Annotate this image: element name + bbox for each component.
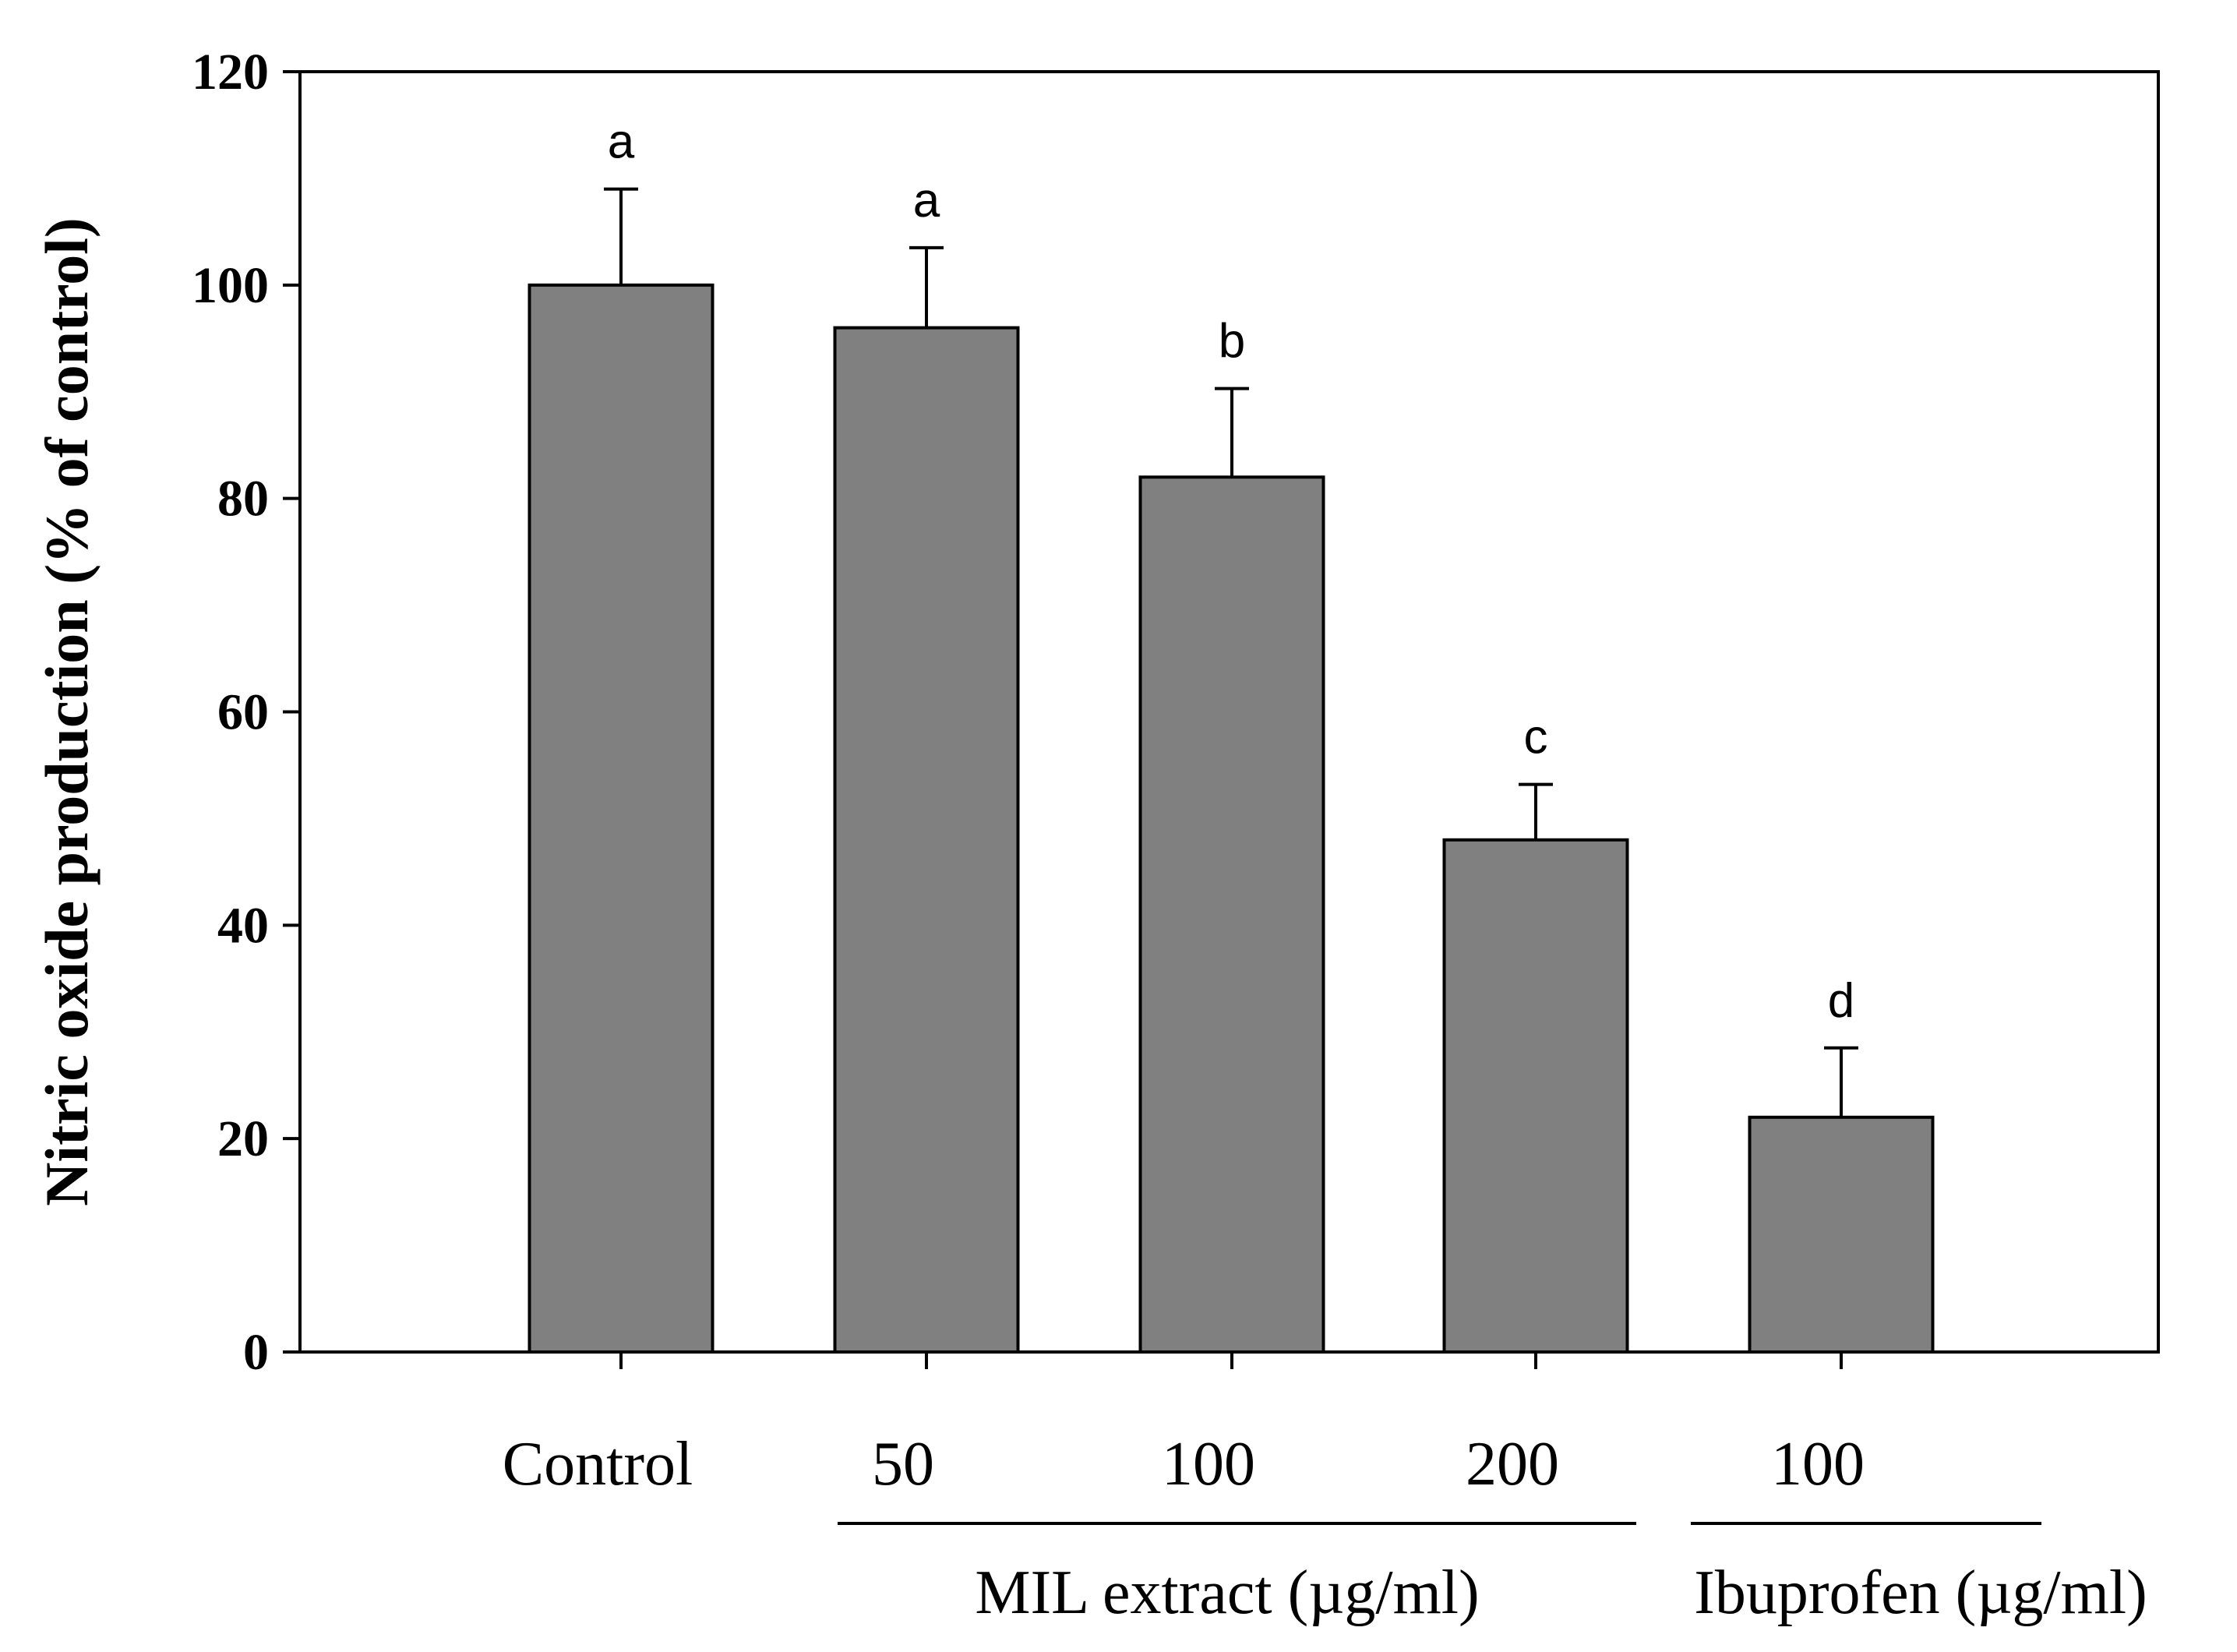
group-label: MIL extract (µg/ml) [975,1558,1479,1627]
bar [833,326,1020,1354]
x-axis: Control 50 100 200 100 [503,1352,1865,1498]
significance-label: b [1219,315,1245,369]
significance-label: a [913,174,940,228]
y-tick-label: 60 [217,684,269,741]
significance-label: a [608,115,635,169]
bar [1442,838,1629,1354]
y-tick-label: 0 [243,1324,269,1381]
bar [527,283,714,1354]
x-tick-label: 100 [1771,1430,1865,1498]
group-labels: MIL extract (µg/ml) Ibuprofen (µg/ml) [838,1522,2147,1627]
group-label: Ibuprofen (µg/ml) [1694,1558,2147,1627]
y-tick-label: 40 [217,897,269,954]
significance-labels-group: a a b c d [608,115,1854,1028]
x-tick-label: Control [503,1430,693,1498]
x-tick-label: 50 [872,1430,934,1498]
y-axis-label: Nitric oxide production (% of control) [33,217,101,1206]
y-tick-label: 20 [217,1110,269,1167]
significance-label: d [1828,974,1854,1028]
x-tick-label: 200 [1466,1430,1559,1498]
x-tick-label: 100 [1162,1430,1255,1498]
y-axis: 0 20 40 60 80 100 120 [192,44,300,1381]
bar [1138,475,1325,1354]
bar [1748,1115,1935,1354]
y-tick-label: 80 [217,471,269,528]
error-bars-group [604,187,1858,1117]
y-tick-label: 100 [192,257,269,314]
y-tick-label: 120 [192,44,269,101]
significance-label: c [1524,711,1548,764]
